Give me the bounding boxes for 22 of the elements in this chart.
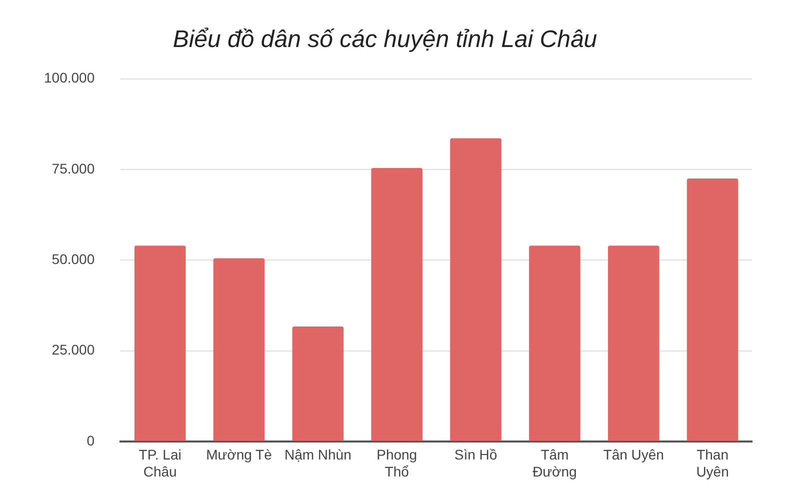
- bar: [292, 326, 344, 441]
- bar: [371, 168, 422, 441]
- bar: [450, 138, 502, 441]
- x-tick-label: Sìn Hồ: [454, 446, 498, 463]
- bar: [608, 246, 660, 441]
- chart-title: Biểu đồ dân số các huyện tỉnh Lai Châu: [172, 26, 598, 54]
- bar: [134, 246, 186, 441]
- x-tick-label: Mường Tè: [206, 446, 272, 463]
- x-tick-label: Than Uyên: [696, 446, 729, 480]
- x-tick-label: Phong Thổ: [376, 446, 418, 480]
- bar: [529, 246, 580, 441]
- x-tick-label: TP. Lai Châu: [138, 446, 182, 480]
- bar: [686, 178, 738, 441]
- bar: [213, 258, 265, 441]
- y-tick-label: 0: [86, 432, 95, 448]
- x-tick-label: Nậm Nhùn: [284, 446, 352, 463]
- y-tick-label: 50.000: [52, 250, 95, 267]
- x-tick-label: Tâm Đường: [532, 446, 577, 480]
- y-tick-label: 75.000: [52, 160, 95, 176]
- y-tick-label: 100.000: [44, 70, 95, 86]
- x-tick-label: Tân Uyên: [603, 446, 664, 463]
- y-tick-label: 25.000: [52, 342, 95, 358]
